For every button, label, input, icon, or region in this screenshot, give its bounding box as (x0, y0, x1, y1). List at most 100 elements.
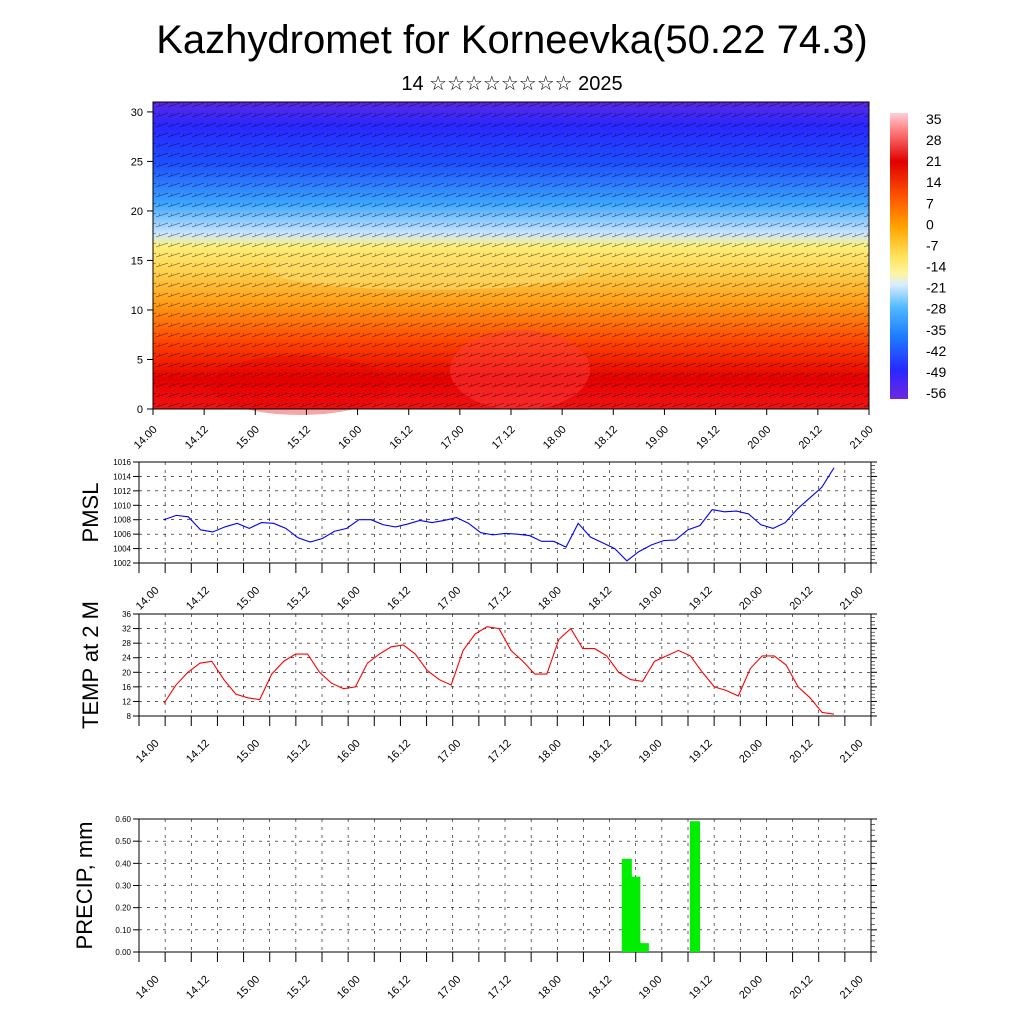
precip-bar (638, 943, 649, 952)
y-tick-label: 32 (122, 625, 131, 634)
x-tick-label: 18.12 (586, 585, 614, 613)
chart-subtitle: 14 ☆☆☆☆☆☆☆☆ 2025 (401, 73, 623, 95)
x-tick-label: 18.12 (586, 738, 614, 766)
x-tick-label: 15.00 (234, 585, 262, 613)
x-tick-label: 21.00 (838, 738, 866, 766)
y-tick-label: 1012 (113, 487, 131, 496)
y-tick-label: 36 (122, 610, 131, 619)
precip-bar (690, 821, 701, 952)
temp-line (163, 626, 835, 715)
chart-title: Kazhydromet for Korneevka(50.22 74.3) (156, 18, 868, 62)
y-axis-label: PMSL (78, 483, 103, 543)
x-tick-label: 17.00 (435, 738, 463, 766)
x-tick-label: 17.12 (486, 974, 514, 1002)
colorbar-label: -14 (926, 259, 946, 275)
plot-frame (138, 461, 872, 564)
y-tick-label: 20 (122, 668, 131, 677)
y-tick-label: 8 (127, 712, 132, 721)
y-tick-label: 0.00 (115, 948, 131, 957)
y-tick-label: 0.60 (115, 815, 131, 824)
y-tick-label: 30 (131, 107, 143, 119)
colorbar-label: 14 (926, 174, 942, 190)
pmsl-line (163, 467, 835, 562)
x-tick-label: 14.00 (134, 585, 162, 613)
x-tick-label: 17.00 (435, 974, 463, 1002)
colorbar-label: -49 (926, 364, 946, 380)
x-tick-label: 19.12 (687, 585, 715, 613)
colorbar-label: 21 (926, 153, 942, 169)
x-tick-label: 17.00 (435, 585, 463, 613)
colorbar-label: -28 (926, 301, 946, 317)
x-tick-label: 16.12 (385, 585, 413, 613)
precip-bar (630, 876, 641, 952)
x-tick-label: 17.12 (486, 585, 514, 613)
x-tick-label: 16.12 (387, 424, 415, 452)
y-tick-label: 15 (131, 255, 143, 267)
x-tick-label: 18.00 (536, 585, 564, 613)
colorbar-label: 28 (926, 132, 942, 148)
x-tick-label: 16.00 (335, 585, 363, 613)
x-tick-label: 19.12 (687, 738, 715, 766)
x-tick-label: 19.00 (637, 974, 665, 1002)
colorbar-label: -7 (926, 237, 939, 253)
y-axis-label: TEMP at 2 M (78, 601, 103, 729)
x-tick-label: 19.00 (643, 424, 671, 452)
y-tick-label: 0.10 (115, 926, 131, 935)
x-tick-label: 15.00 (234, 974, 262, 1002)
plot-frame (138, 818, 872, 953)
x-tick-label: 21.00 (838, 974, 866, 1002)
wind-barbs (153, 102, 869, 409)
y-tick-label: 12 (122, 697, 131, 706)
x-tick-label: 14.00 (134, 974, 162, 1002)
colorbar-label: 0 (926, 216, 934, 232)
x-tick-label: 18.12 (592, 424, 620, 452)
y-axis-label: PRECIP, mm (72, 822, 97, 950)
y-tick-label: 0.50 (115, 837, 131, 846)
y-tick-label: 28 (122, 639, 131, 648)
y-tick-label: 1010 (113, 501, 131, 510)
x-tick-label: 19.00 (637, 585, 665, 613)
x-tick-label: 15.00 (234, 424, 262, 452)
x-tick-label: 15.12 (285, 585, 313, 613)
x-tick-label: 14.12 (184, 738, 212, 766)
x-tick-label: 21.00 (838, 585, 866, 613)
x-tick-label: 17.12 (490, 424, 518, 452)
y-tick-label: 0 (137, 404, 143, 416)
x-tick-label: 16.00 (335, 738, 363, 766)
x-tick-label: 15.12 (285, 738, 313, 766)
x-tick-label: 20.00 (737, 974, 765, 1002)
x-tick-label: 17.00 (439, 424, 467, 452)
x-tick-label: 20.12 (787, 585, 815, 613)
y-tick-label: 20 (131, 206, 143, 218)
x-tick-label: 14.12 (184, 974, 212, 1002)
x-tick-label: 16.00 (335, 974, 363, 1002)
x-tick-label: 20.12 (797, 424, 825, 452)
x-tick-label: 19.00 (637, 738, 665, 766)
plot-frame (138, 613, 872, 717)
y-tick-label: 10 (131, 305, 143, 317)
colorbar-label: -56 (926, 385, 946, 401)
x-tick-label: 19.12 (687, 974, 715, 1002)
x-tick-label: 19.12 (694, 424, 722, 452)
y-tick-label: 0.30 (115, 882, 131, 891)
x-tick-label: 20.12 (787, 974, 815, 1002)
precip-bar (621, 858, 632, 952)
x-tick-label: 20.00 (737, 585, 765, 613)
colorbar-label: 35 (926, 111, 942, 127)
y-tick-label: 16 (122, 683, 131, 692)
x-tick-label: 16.12 (385, 738, 413, 766)
x-tick-label: 20.12 (787, 738, 815, 766)
x-tick-label: 20.00 (745, 424, 773, 452)
x-tick-label: 16.00 (336, 424, 364, 452)
y-tick-label: 1002 (113, 559, 131, 568)
x-tick-label: 14.12 (183, 424, 211, 452)
colorbar-label: -42 (926, 343, 946, 359)
x-tick-label: 18.00 (536, 974, 564, 1002)
colorbar-label: -35 (926, 322, 946, 338)
colorbar-label: -21 (926, 280, 946, 296)
y-tick-label: 1014 (113, 472, 131, 481)
x-tick-label: 15.12 (285, 424, 313, 452)
x-tick-label: 15.12 (285, 974, 313, 1002)
colorbar (890, 113, 908, 399)
